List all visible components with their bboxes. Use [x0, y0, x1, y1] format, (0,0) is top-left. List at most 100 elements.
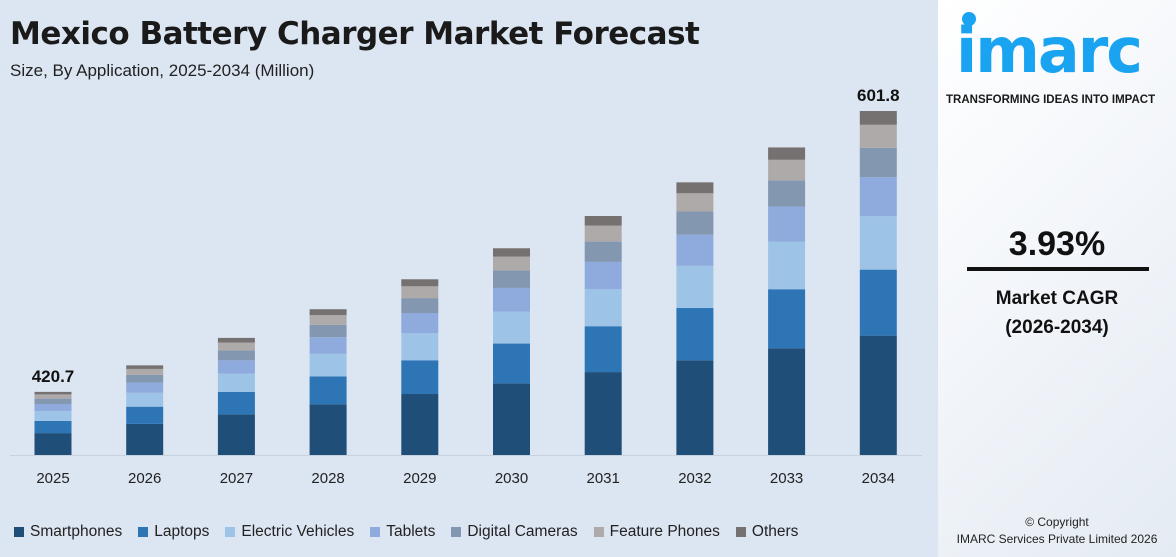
- bar-segment-laptops: [493, 343, 530, 384]
- legend-item: Laptops: [138, 523, 209, 541]
- bar-segment-tablets: [676, 234, 714, 266]
- bar-segment-electric-vehicles: [859, 216, 897, 270]
- bar-segment-digital-cameras: [401, 298, 439, 314]
- legend-label: Digital Cameras: [467, 523, 578, 540]
- legend-item: Smartphones: [14, 523, 122, 541]
- bar-segment-tablets: [859, 177, 897, 217]
- chart-title: Mexico Battery Charger Market Forecast: [10, 16, 700, 52]
- bar-segment-laptops: [859, 269, 897, 336]
- bar-segment-laptops: [676, 308, 714, 361]
- x-tick-label: 2030: [495, 470, 528, 487]
- bar-segment-digital-cameras: [126, 374, 164, 383]
- bar-segment-feature-phones: [493, 256, 530, 271]
- cagr-label: Market CAGR (2026-2034): [938, 284, 1176, 342]
- legend-label: Electric Vehicles: [241, 523, 355, 540]
- x-tick-label: 2027: [220, 470, 253, 487]
- legend-label: Others: [751, 523, 799, 540]
- bar-segment-feature-phones: [217, 342, 255, 351]
- copyright: © Copyright IMARC Services Private Limit…: [938, 514, 1176, 548]
- bar-segment-feature-phones: [309, 315, 347, 325]
- x-tick-label: 2032: [678, 470, 711, 487]
- info-panel: imarc TRANSFORMING IDEAS INTO IMPACT 3.9…: [938, 0, 1176, 557]
- bar-segment-tablets: [768, 206, 806, 242]
- company-name: IMARC Services Private Limited 2026: [956, 532, 1158, 546]
- legend-swatch: [735, 527, 746, 537]
- bar-segment-others: [493, 248, 530, 257]
- bar-segment-tablets: [217, 360, 255, 374]
- bar-segment-electric-vehicles: [217, 373, 255, 392]
- total-label: 420.7: [32, 367, 75, 386]
- bar-segment-electric-vehicles: [584, 289, 622, 327]
- cagr-period: (2026-2034): [1005, 317, 1109, 338]
- legend-item: Tablets: [370, 523, 435, 541]
- bar-segment-digital-cameras: [34, 398, 72, 404]
- bar-segment-others: [217, 337, 255, 343]
- bar-segment-tablets: [401, 313, 439, 334]
- legend-label: Tablets: [386, 523, 436, 540]
- chart-subtitle: Size, By Application, 2025-2034 (Million…: [10, 61, 315, 80]
- bar-segment-digital-cameras: [493, 270, 530, 288]
- legend-label: Smartphones: [30, 523, 123, 540]
- bar-segment-electric-vehicles: [126, 392, 164, 407]
- bar-segment-electric-vehicles: [309, 353, 347, 377]
- bar-segment-laptops: [34, 420, 72, 434]
- bar-segment-feature-phones: [401, 286, 439, 299]
- total-label: 601.8: [857, 86, 900, 105]
- x-tick-label: 2025: [36, 470, 69, 487]
- x-tick-label: 2033: [770, 470, 803, 487]
- logo-text: imarc: [956, 14, 1143, 87]
- bar-segment-others: [34, 391, 72, 395]
- bar-segment-laptops: [309, 376, 347, 405]
- chart-panel: Mexico Battery Charger Market Forecast S…: [10, 16, 922, 541]
- x-tick-label: 2029: [403, 470, 436, 487]
- bar-segment-feature-phones: [584, 225, 622, 242]
- legend-swatch: [370, 527, 381, 537]
- x-tick-label: 2026: [128, 470, 161, 487]
- tagline: TRANSFORMING IDEAS INTO IMPACT: [946, 94, 1156, 106]
- legend-item: Feature Phones: [593, 523, 720, 541]
- bar-segment-smartphones: [859, 335, 897, 455]
- legend-item: Others: [735, 523, 799, 541]
- bar-segment-electric-vehicles: [493, 311, 530, 344]
- legend-item: Electric Vehicles: [225, 523, 354, 541]
- cagr-label-text: Market CAGR: [995, 288, 1119, 309]
- bar-segment-smartphones: [676, 360, 714, 455]
- bar-segment-smartphones: [401, 394, 439, 455]
- divider: [967, 267, 1149, 271]
- legend-swatch: [451, 527, 462, 537]
- x-tick-label: 2028: [311, 470, 344, 487]
- bar-segment-smartphones: [217, 414, 255, 455]
- legend-item: Digital Cameras: [451, 523, 578, 541]
- bar-segment-feature-phones: [676, 193, 714, 212]
- bar-segment-electric-vehicles: [768, 241, 806, 290]
- legend-label: Feature Phones: [609, 523, 720, 540]
- x-tick-label: 2034: [862, 470, 895, 487]
- bar-segment-feature-phones: [126, 368, 164, 375]
- legend-label: Laptops: [154, 523, 210, 540]
- legend: Smartphones Laptops Electric Vehicles Table…: [14, 523, 798, 541]
- bar-segment-digital-cameras: [859, 147, 897, 178]
- bar-segment-others: [768, 147, 806, 160]
- bar-segment-tablets: [584, 261, 622, 290]
- bar-segment-feature-phones: [768, 159, 806, 181]
- bar-segment-digital-cameras: [309, 324, 347, 338]
- legend-swatch: [14, 527, 24, 537]
- stacked-bar-chart: 2025 420.7 2026 2027 2028 2029 2030 2031 2032 203…: [10, 86, 922, 487]
- logo-dot-icon: [962, 12, 976, 26]
- bar-segment-electric-vehicles: [401, 333, 439, 361]
- bar-segment-others: [126, 365, 164, 369]
- bar-segment-laptops: [217, 391, 255, 415]
- bar-segment-others: [309, 309, 347, 316]
- bar-segment-laptops: [584, 326, 622, 373]
- bar-segment-digital-cameras: [676, 211, 714, 235]
- bar-segment-electric-vehicles: [676, 265, 714, 309]
- bar-segment-tablets: [34, 403, 72, 412]
- bar-segment-others: [676, 182, 714, 194]
- bar-segment-tablets: [126, 382, 164, 393]
- bar-segment-electric-vehicles: [34, 411, 72, 421]
- bar-segment-others: [859, 111, 897, 125]
- bar-segment-laptops: [126, 406, 164, 424]
- bar-segment-digital-cameras: [217, 350, 255, 361]
- legend-swatch: [593, 527, 604, 537]
- bar-segment-smartphones: [309, 404, 347, 455]
